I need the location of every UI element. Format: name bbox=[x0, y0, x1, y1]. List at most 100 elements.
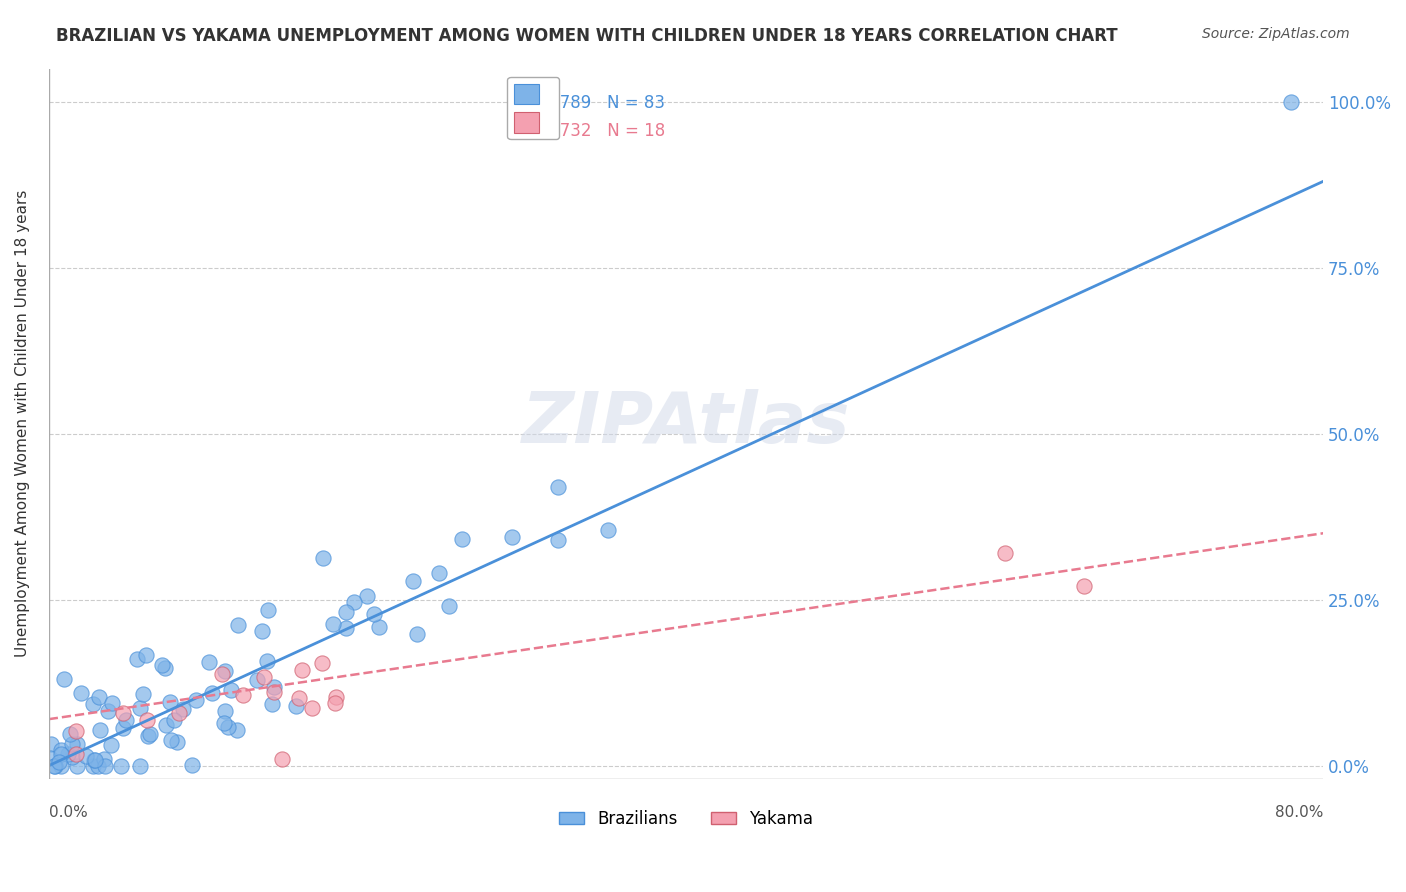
Point bbox=[84, 753, 107, 767]
Text: Source: ZipAtlas.com: Source: ZipAtlas.com bbox=[1202, 27, 1350, 41]
Point bbox=[129, 701, 152, 715]
Point bbox=[49, 743, 72, 757]
Point bbox=[89, 723, 111, 737]
Point bbox=[335, 606, 357, 620]
Point bbox=[75, 749, 97, 764]
Point bbox=[401, 574, 423, 588]
Point bbox=[226, 618, 249, 632]
Point bbox=[501, 530, 523, 544]
Point bbox=[263, 685, 285, 699]
Point bbox=[250, 624, 273, 638]
Point bbox=[260, 697, 283, 711]
Point bbox=[101, 696, 124, 710]
Point bbox=[82, 758, 104, 772]
Point bbox=[66, 737, 89, 751]
Point bbox=[51, 747, 73, 762]
Y-axis label: Unemployment Among Women with Children Under 18 years: Unemployment Among Women with Children U… bbox=[15, 190, 30, 657]
Point bbox=[325, 690, 347, 704]
Point bbox=[53, 672, 76, 686]
Point bbox=[112, 706, 135, 720]
Point bbox=[132, 687, 155, 701]
Point bbox=[97, 704, 120, 718]
Point bbox=[87, 758, 110, 772]
Point bbox=[211, 666, 233, 681]
Point bbox=[125, 652, 148, 666]
Point bbox=[256, 654, 278, 668]
Point bbox=[993, 546, 1015, 560]
Legend: Brazilians, Yakama: Brazilians, Yakama bbox=[553, 803, 820, 835]
Point bbox=[225, 723, 247, 737]
Point bbox=[335, 622, 357, 636]
Point bbox=[60, 750, 83, 764]
Point bbox=[214, 705, 236, 719]
Point bbox=[312, 551, 335, 566]
Point bbox=[159, 695, 181, 709]
Point bbox=[291, 663, 314, 677]
Point bbox=[58, 747, 80, 761]
Text: R = 0.789   N = 83: R = 0.789 N = 83 bbox=[508, 94, 665, 112]
Point bbox=[263, 680, 285, 694]
Text: R = 0.732   N = 18: R = 0.732 N = 18 bbox=[508, 122, 665, 140]
Point bbox=[87, 690, 110, 704]
Point bbox=[184, 692, 207, 706]
Point bbox=[60, 737, 83, 751]
Point bbox=[48, 756, 70, 770]
Point bbox=[212, 715, 235, 730]
Point bbox=[129, 758, 152, 772]
Point bbox=[49, 758, 72, 772]
Point bbox=[100, 738, 122, 752]
Point bbox=[217, 720, 239, 734]
Point bbox=[356, 589, 378, 603]
Point bbox=[166, 734, 188, 748]
Point bbox=[136, 713, 159, 727]
Point bbox=[219, 682, 242, 697]
Point bbox=[311, 656, 333, 670]
Point bbox=[214, 664, 236, 678]
Point bbox=[257, 603, 280, 617]
Point bbox=[405, 627, 427, 641]
Point bbox=[197, 655, 219, 669]
Point bbox=[66, 758, 89, 772]
Point bbox=[93, 752, 115, 766]
Point bbox=[42, 758, 65, 772]
Point bbox=[301, 700, 323, 714]
Point bbox=[135, 648, 157, 662]
Point bbox=[439, 599, 461, 613]
Point bbox=[94, 758, 117, 772]
Point bbox=[163, 713, 186, 727]
Text: 80.0%: 80.0% bbox=[1275, 805, 1323, 821]
Point bbox=[323, 696, 346, 710]
Point bbox=[82, 697, 104, 711]
Point bbox=[65, 723, 87, 738]
Point bbox=[110, 758, 132, 772]
Point bbox=[343, 595, 366, 609]
Text: 0.0%: 0.0% bbox=[49, 805, 87, 821]
Point bbox=[1279, 95, 1302, 109]
Point bbox=[547, 480, 569, 494]
Point bbox=[201, 686, 224, 700]
Point bbox=[160, 733, 183, 747]
Point bbox=[598, 523, 620, 537]
Point bbox=[363, 607, 385, 622]
Point bbox=[65, 747, 87, 761]
Point bbox=[155, 718, 177, 732]
Point bbox=[138, 729, 160, 743]
Point bbox=[112, 721, 135, 735]
Point bbox=[322, 617, 344, 632]
Point bbox=[172, 702, 194, 716]
Point bbox=[41, 737, 63, 751]
Point bbox=[288, 690, 311, 705]
Point bbox=[70, 686, 93, 700]
Point bbox=[232, 688, 254, 702]
Point bbox=[1073, 579, 1095, 593]
Text: ZIPAtlas: ZIPAtlas bbox=[522, 389, 851, 458]
Point bbox=[253, 670, 276, 684]
Point bbox=[59, 727, 82, 741]
Text: BRAZILIAN VS YAKAMA UNEMPLOYMENT AMONG WOMEN WITH CHILDREN UNDER 18 YEARS CORREL: BRAZILIAN VS YAKAMA UNEMPLOYMENT AMONG W… bbox=[56, 27, 1118, 45]
Point bbox=[39, 750, 62, 764]
Point bbox=[271, 752, 294, 766]
Point bbox=[139, 727, 162, 741]
Point bbox=[83, 753, 105, 767]
Point bbox=[169, 706, 191, 720]
Point bbox=[285, 698, 308, 713]
